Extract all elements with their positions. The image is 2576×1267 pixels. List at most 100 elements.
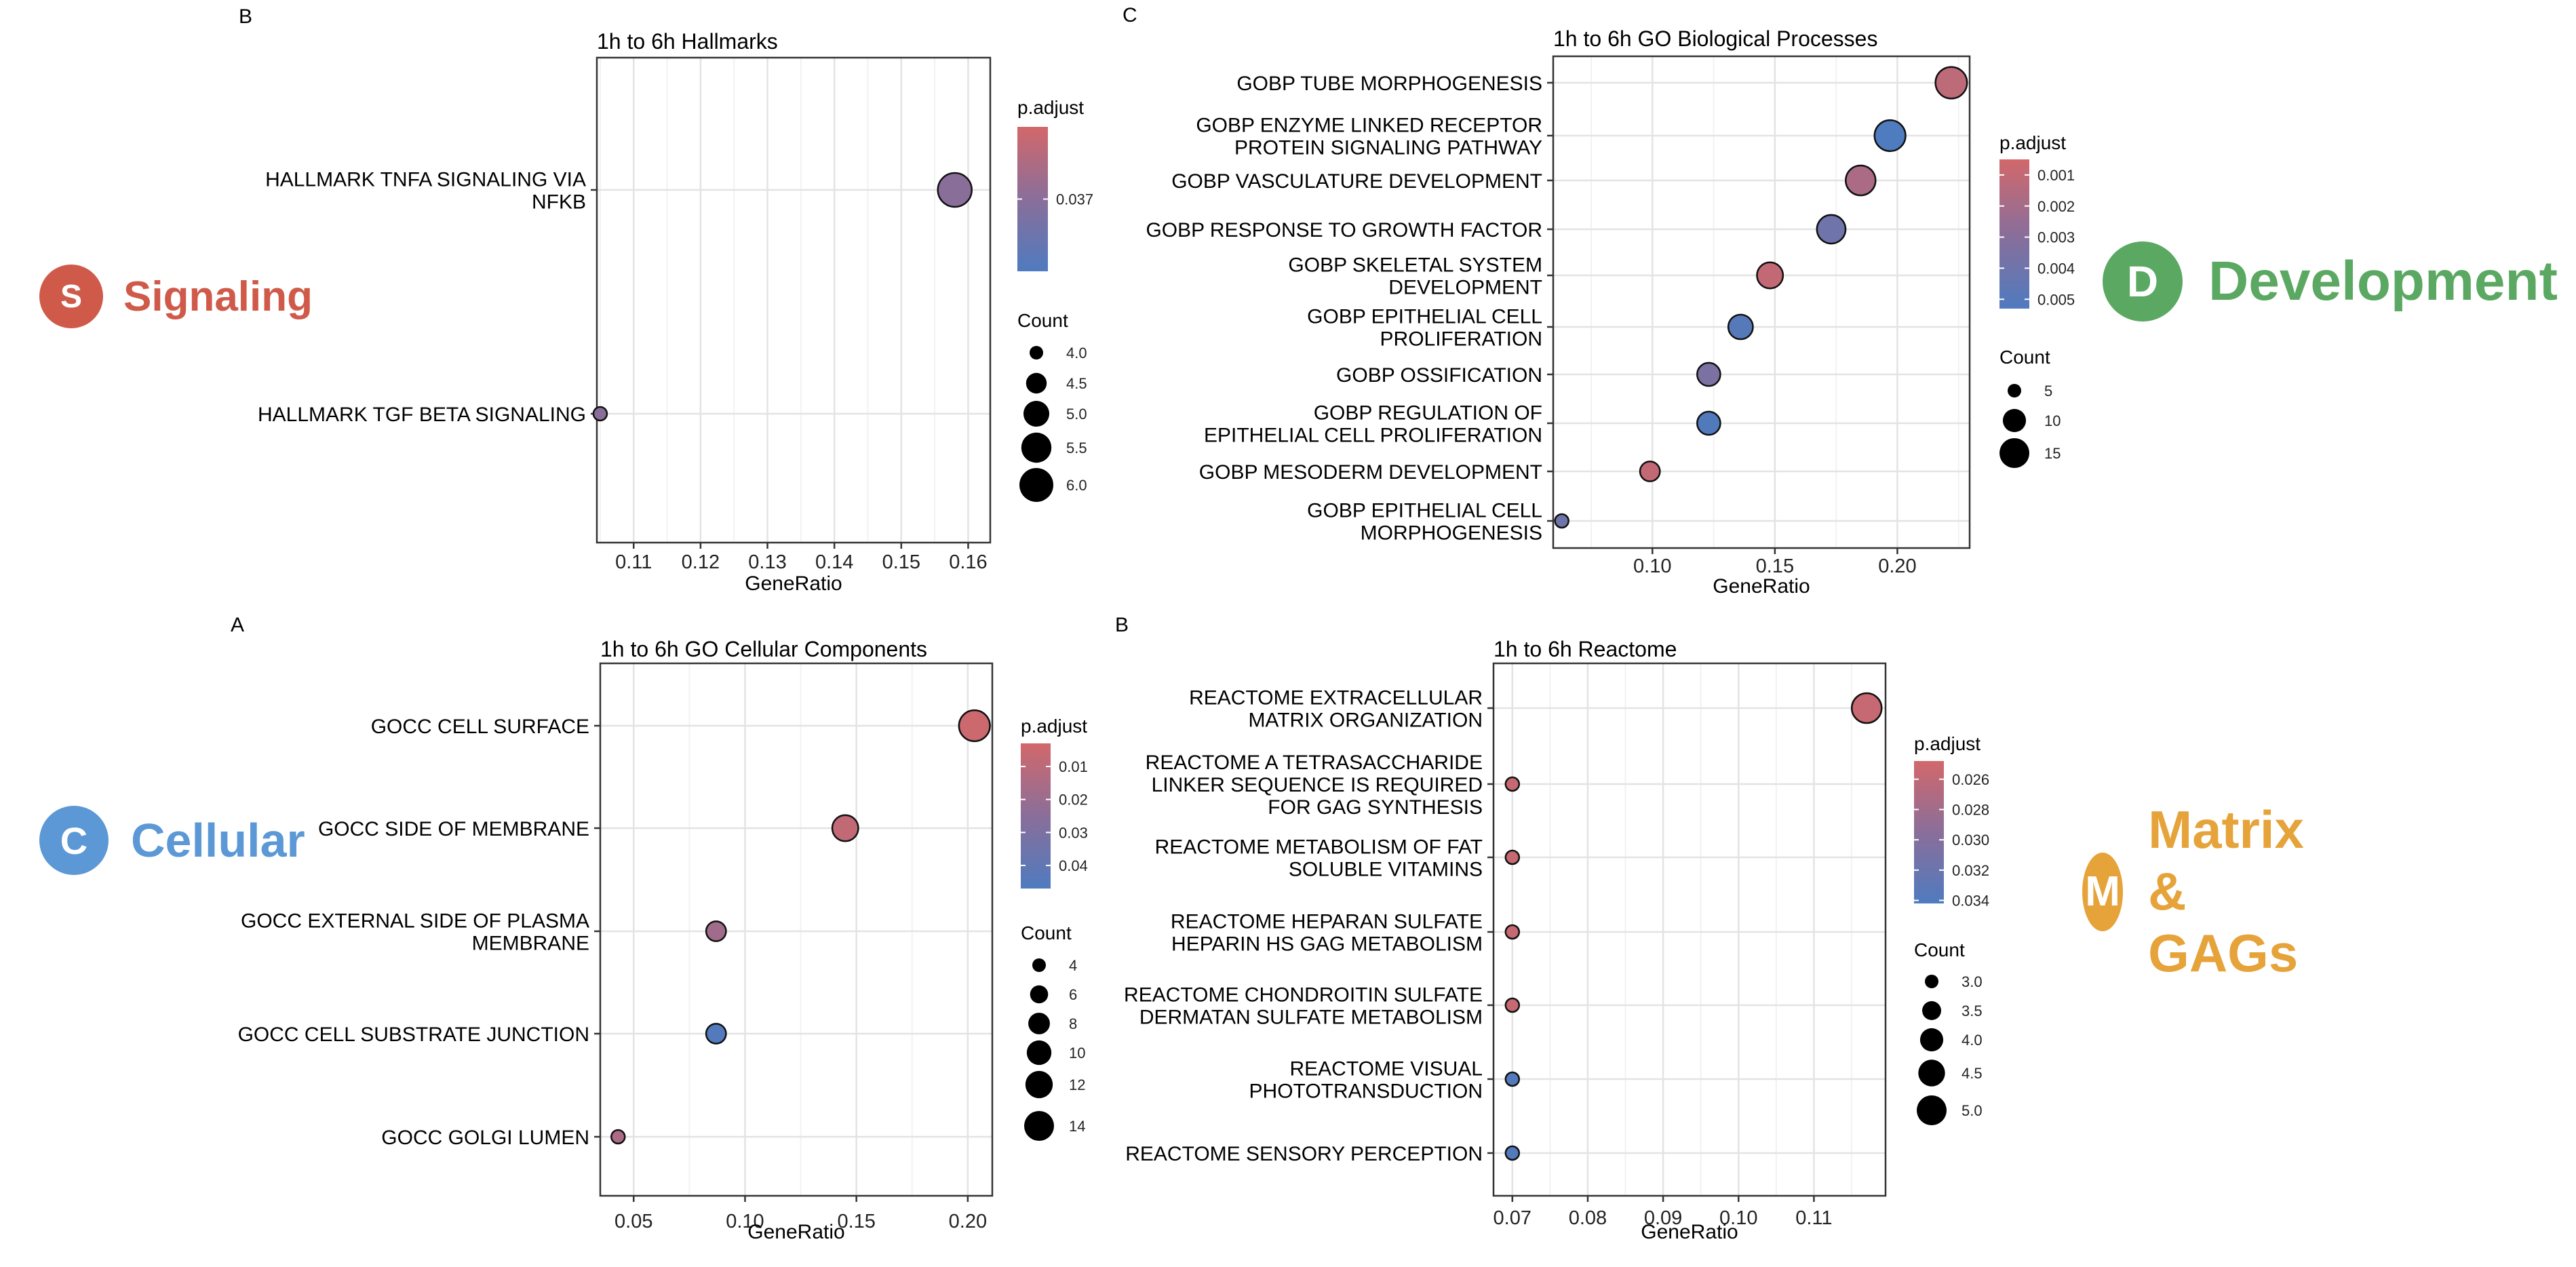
size-legend-dot	[1024, 1111, 1054, 1141]
category-label: HALLMARK TGF BETA SIGNALING	[258, 404, 586, 426]
category-label: PHOTOTRANSDUCTION	[1249, 1080, 1483, 1103]
color-tick-label: 0.004	[2037, 260, 2075, 277]
category-label: REACTOME A TETRASACCHARIDE	[1146, 752, 1483, 774]
x-tick-label: 0.15	[1756, 555, 1794, 577]
color-bar	[1021, 743, 1051, 889]
category-badge: S Signaling	[39, 265, 313, 328]
category-label: GOBP TUBE MORPHOGENESIS	[1236, 73, 1542, 95]
size-legend-label: 3.0	[1962, 973, 1983, 990]
color-tick-label: 0.028	[1952, 801, 1989, 818]
category-label: REACTOME CHONDROITIN SULFATE	[1124, 984, 1483, 1007]
data-point	[1504, 1071, 1521, 1087]
x-tick-label: 0.20	[949, 1211, 987, 1232]
category-label: SOLUBLE VITAMINS	[1289, 859, 1483, 881]
color-legend-title: p.adjust	[1914, 733, 1980, 754]
color-tick-label: 0.032	[1952, 862, 1989, 879]
size-legend-dot	[1999, 438, 2029, 468]
size-legend-label: 6.0	[1066, 477, 1087, 494]
size-legend-label: 5.5	[1066, 440, 1087, 456]
category-badge: C Cellular	[39, 806, 305, 875]
size-legend-dot	[1917, 1095, 1947, 1125]
category-label: GOCC SIDE OF MEMBRANE	[318, 818, 589, 840]
category-label: MATRIX ORGANIZATION	[1248, 709, 1483, 732]
size-legend-label: 4.5	[1962, 1065, 1983, 1082]
color-tick-label: 0.026	[1952, 771, 1989, 788]
x-tick-label: 0.15	[837, 1211, 875, 1232]
category-label: LINKER SEQUENCE IS REQUIRED	[1152, 774, 1483, 796]
category-label: NFKB	[532, 191, 586, 214]
chart-title: 1h to 6h Hallmarks	[597, 29, 778, 54]
x-axis-label: GeneRatio	[1641, 1221, 1738, 1243]
x-tick-label: 0.15	[882, 551, 920, 573]
data-point	[1850, 692, 1883, 724]
size-legend-dot	[1925, 975, 1938, 988]
category-badge: M Matrix & GAGs	[2082, 799, 2342, 984]
category-label: GOCC GOLGI LUMEN	[381, 1127, 589, 1149]
data-point	[1696, 410, 1721, 436]
chart-title: 1h to 6h Reactome	[1494, 637, 1677, 661]
panel-letter: C	[1123, 4, 1137, 26]
data-point	[1934, 66, 1968, 100]
color-tick-label: 0.030	[1952, 832, 1989, 849]
data-point	[1504, 1145, 1521, 1161]
x-tick-label: 0.13	[748, 551, 786, 573]
plot-frame	[1552, 55, 1971, 549]
category-label: GOCC CELL SURFACE	[371, 716, 589, 738]
chart-title: 1h to 6h GO Cellular Components	[600, 637, 927, 661]
size-legend-dot	[1025, 1070, 1053, 1099]
category-label: DEVELOPMENT	[1388, 277, 1542, 299]
size-legend-dot	[1918, 1059, 1945, 1087]
data-point	[1504, 924, 1521, 940]
data-point	[1504, 776, 1521, 792]
category-label: PROTEIN SIGNALING PATHWAY	[1234, 137, 1542, 159]
size-legend-dot	[1030, 985, 1049, 1004]
data-point	[1727, 313, 1754, 340]
category-label: REACTOME SENSORY PERCEPTION	[1125, 1143, 1483, 1165]
data-point	[958, 709, 991, 743]
data-point	[1504, 849, 1521, 865]
size-legend-label: 5.0	[1066, 406, 1087, 423]
size-legend-label: 4.0	[1962, 1032, 1983, 1049]
color-tick-label: 0.001	[2037, 167, 2075, 184]
x-tick-label: 0.16	[949, 551, 987, 573]
x-tick-label: 0.11	[615, 551, 652, 573]
category-label: GOBP EPITHELIAL CELL	[1307, 500, 1542, 522]
size-legend-title: Count	[1021, 922, 1072, 943]
category-label: REACTOME HEPARAN SULFATE	[1171, 911, 1483, 933]
x-axis-label: GeneRatio	[1713, 575, 1810, 598]
category-label: GOCC CELL SUBSTRATE JUNCTION	[238, 1024, 589, 1046]
plot-frame	[596, 56, 992, 544]
badge-circle-icon: M	[2082, 852, 2124, 931]
badge-label: Development	[2208, 250, 2558, 312]
color-legend-title: p.adjust	[1021, 716, 1087, 737]
category-label: MEMBRANE	[472, 933, 589, 955]
data-point	[1873, 119, 1907, 153]
category-label: HEPARIN HS GAG METABOLISM	[1171, 933, 1483, 956]
color-bar	[1017, 127, 1048, 271]
size-legend-dot	[1023, 400, 1050, 427]
data-point	[1696, 362, 1721, 387]
x-tick-label: 0.11	[1795, 1207, 1832, 1229]
badge-label: Signaling	[123, 273, 313, 320]
x-tick-label: 0.12	[682, 551, 720, 573]
size-legend-dot	[1021, 432, 1052, 463]
category-label: DERMATAN SULFATE METABOLISM	[1139, 1007, 1483, 1029]
panel-letter: B	[1115, 614, 1129, 636]
size-legend-dot	[2002, 408, 2027, 433]
size-legend-dot	[1026, 372, 1047, 394]
x-tick-label: 0.10	[726, 1211, 764, 1232]
badge-circle-icon: C	[39, 806, 109, 875]
size-legend-label: 3.5	[1962, 1002, 1983, 1019]
size-legend-dot	[1026, 1040, 1052, 1066]
size-legend-dot	[1030, 346, 1043, 359]
size-legend-dot	[1922, 1001, 1941, 1020]
chart-reactome: 1h to 6h Reactome 0.07 0.08 0.09 0.10 0.11 Gen…	[1124, 637, 1989, 1243]
size-legend-label: 15	[2044, 445, 2061, 462]
size-legend-label: 10	[2044, 412, 2061, 429]
size-legend-dot	[1032, 958, 1046, 972]
category-label: HALLMARK TNFA SIGNALING VIA	[265, 169, 586, 191]
size-legend-dot	[1919, 1028, 1944, 1052]
category-label: REACTOME METABOLISM OF FAT	[1155, 836, 1483, 859]
chart-go-bp: 1h to 6h GO Biological Processes 0.10 0.15…	[1146, 26, 2075, 598]
